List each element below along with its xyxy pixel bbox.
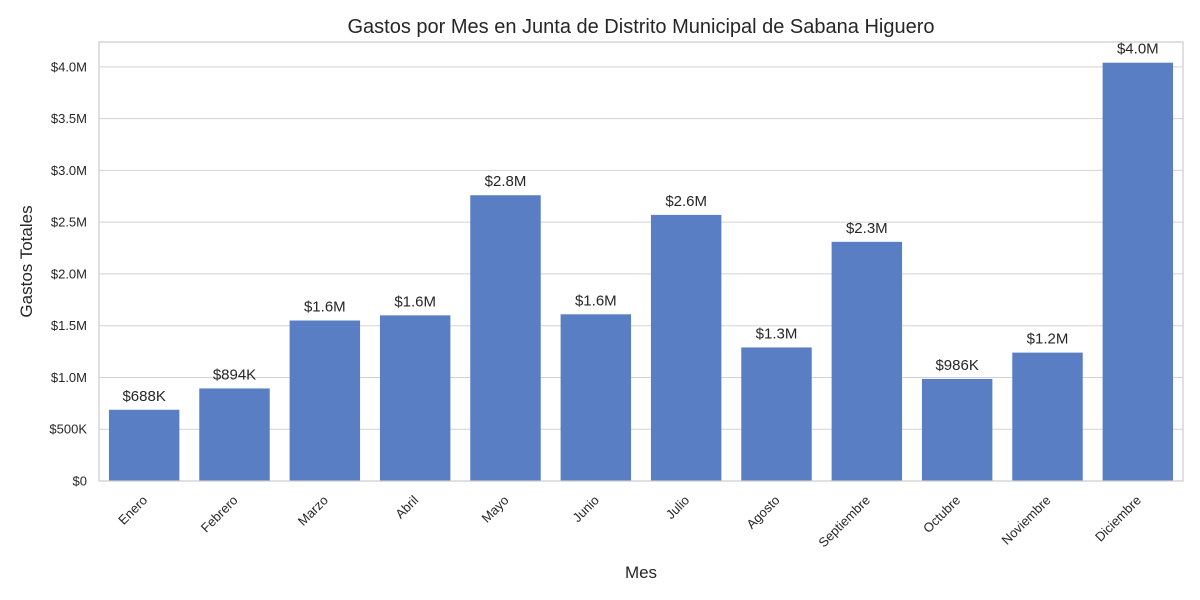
- x-tick-label: Junio: [569, 493, 602, 526]
- x-tick-label: Septiembre: [815, 493, 873, 551]
- data-label: $4.0M: [1117, 41, 1159, 58]
- data-label: $1.6M: [394, 293, 436, 310]
- y-axis-ticks: $0 $500K $1.0M $1.5M $2.0M $2.5M $3.0M $3.5M $4.…: [49, 59, 87, 488]
- y-tick-label: $2.5M: [51, 215, 87, 230]
- bar-marzo: [289, 320, 361, 481]
- data-label: $2.3M: [846, 220, 888, 237]
- x-tick-label: Abril: [392, 492, 421, 521]
- x-tick-label: Febrero: [198, 493, 241, 536]
- y-tick-label: $1.5M: [51, 318, 87, 333]
- bar-septiembre: [831, 241, 903, 481]
- data-label: $688K: [122, 388, 165, 405]
- x-tick-label: Noviembre: [999, 493, 1054, 548]
- x-tick-label: Diciembre: [1092, 493, 1144, 545]
- data-label: $894K: [213, 366, 256, 383]
- y-tick-label: $500K: [49, 422, 87, 437]
- x-tick-label: Mayo: [479, 493, 512, 526]
- x-tick-label: Marzo: [295, 493, 331, 529]
- x-axis-ticks: Enero Febrero Marzo Abril Mayo Junio Julio Agos…: [115, 492, 1144, 550]
- data-label: $1.2M: [1027, 331, 1069, 348]
- y-tick-label: $3.0M: [51, 163, 87, 178]
- bar-febrero: [199, 388, 270, 481]
- bar-noviembre: [1012, 352, 1083, 481]
- data-labels: $688K $894K $1.6M $1.6M $2.8M $1.6M $2.6M $1.3M…: [122, 41, 1158, 405]
- y-tick-label: $1.0M: [51, 370, 87, 385]
- x-tick-label: Octubre: [920, 493, 963, 536]
- bars: [108, 62, 1174, 482]
- x-axis-label: Mes: [625, 563, 657, 582]
- bar-mayo: [470, 195, 541, 482]
- data-label: $986K: [935, 357, 978, 374]
- plot-frame: [98, 41, 1184, 482]
- bar-junio: [560, 314, 632, 481]
- bar-julio: [650, 214, 722, 481]
- grid-lines: [99, 66, 1183, 482]
- y-axis-label: Gastos Totales: [17, 205, 36, 317]
- bar-diciembre: [1102, 62, 1174, 481]
- x-tick-label: Julio: [663, 493, 693, 523]
- y-tick-label: $2.0M: [51, 266, 87, 281]
- bar-agosto: [741, 347, 812, 481]
- bar-abril: [379, 315, 451, 481]
- bar-octubre: [921, 378, 993, 481]
- bar-enero: [108, 409, 180, 481]
- data-label: $1.6M: [575, 292, 617, 309]
- x-tick-label: Enero: [115, 493, 150, 528]
- y-tick-label: $0: [73, 474, 87, 489]
- data-label: $1.3M: [756, 325, 798, 342]
- data-label: $2.8M: [485, 173, 527, 190]
- y-tick-label: $3.5M: [51, 111, 87, 126]
- y-tick-label: $4.0M: [51, 59, 87, 74]
- chart-title: Gastos por Mes en Junta de Distrito Muni…: [348, 16, 935, 38]
- data-label: $1.6M: [304, 299, 346, 316]
- data-label: $2.6M: [665, 193, 707, 210]
- x-tick-label: Agosto: [743, 493, 782, 532]
